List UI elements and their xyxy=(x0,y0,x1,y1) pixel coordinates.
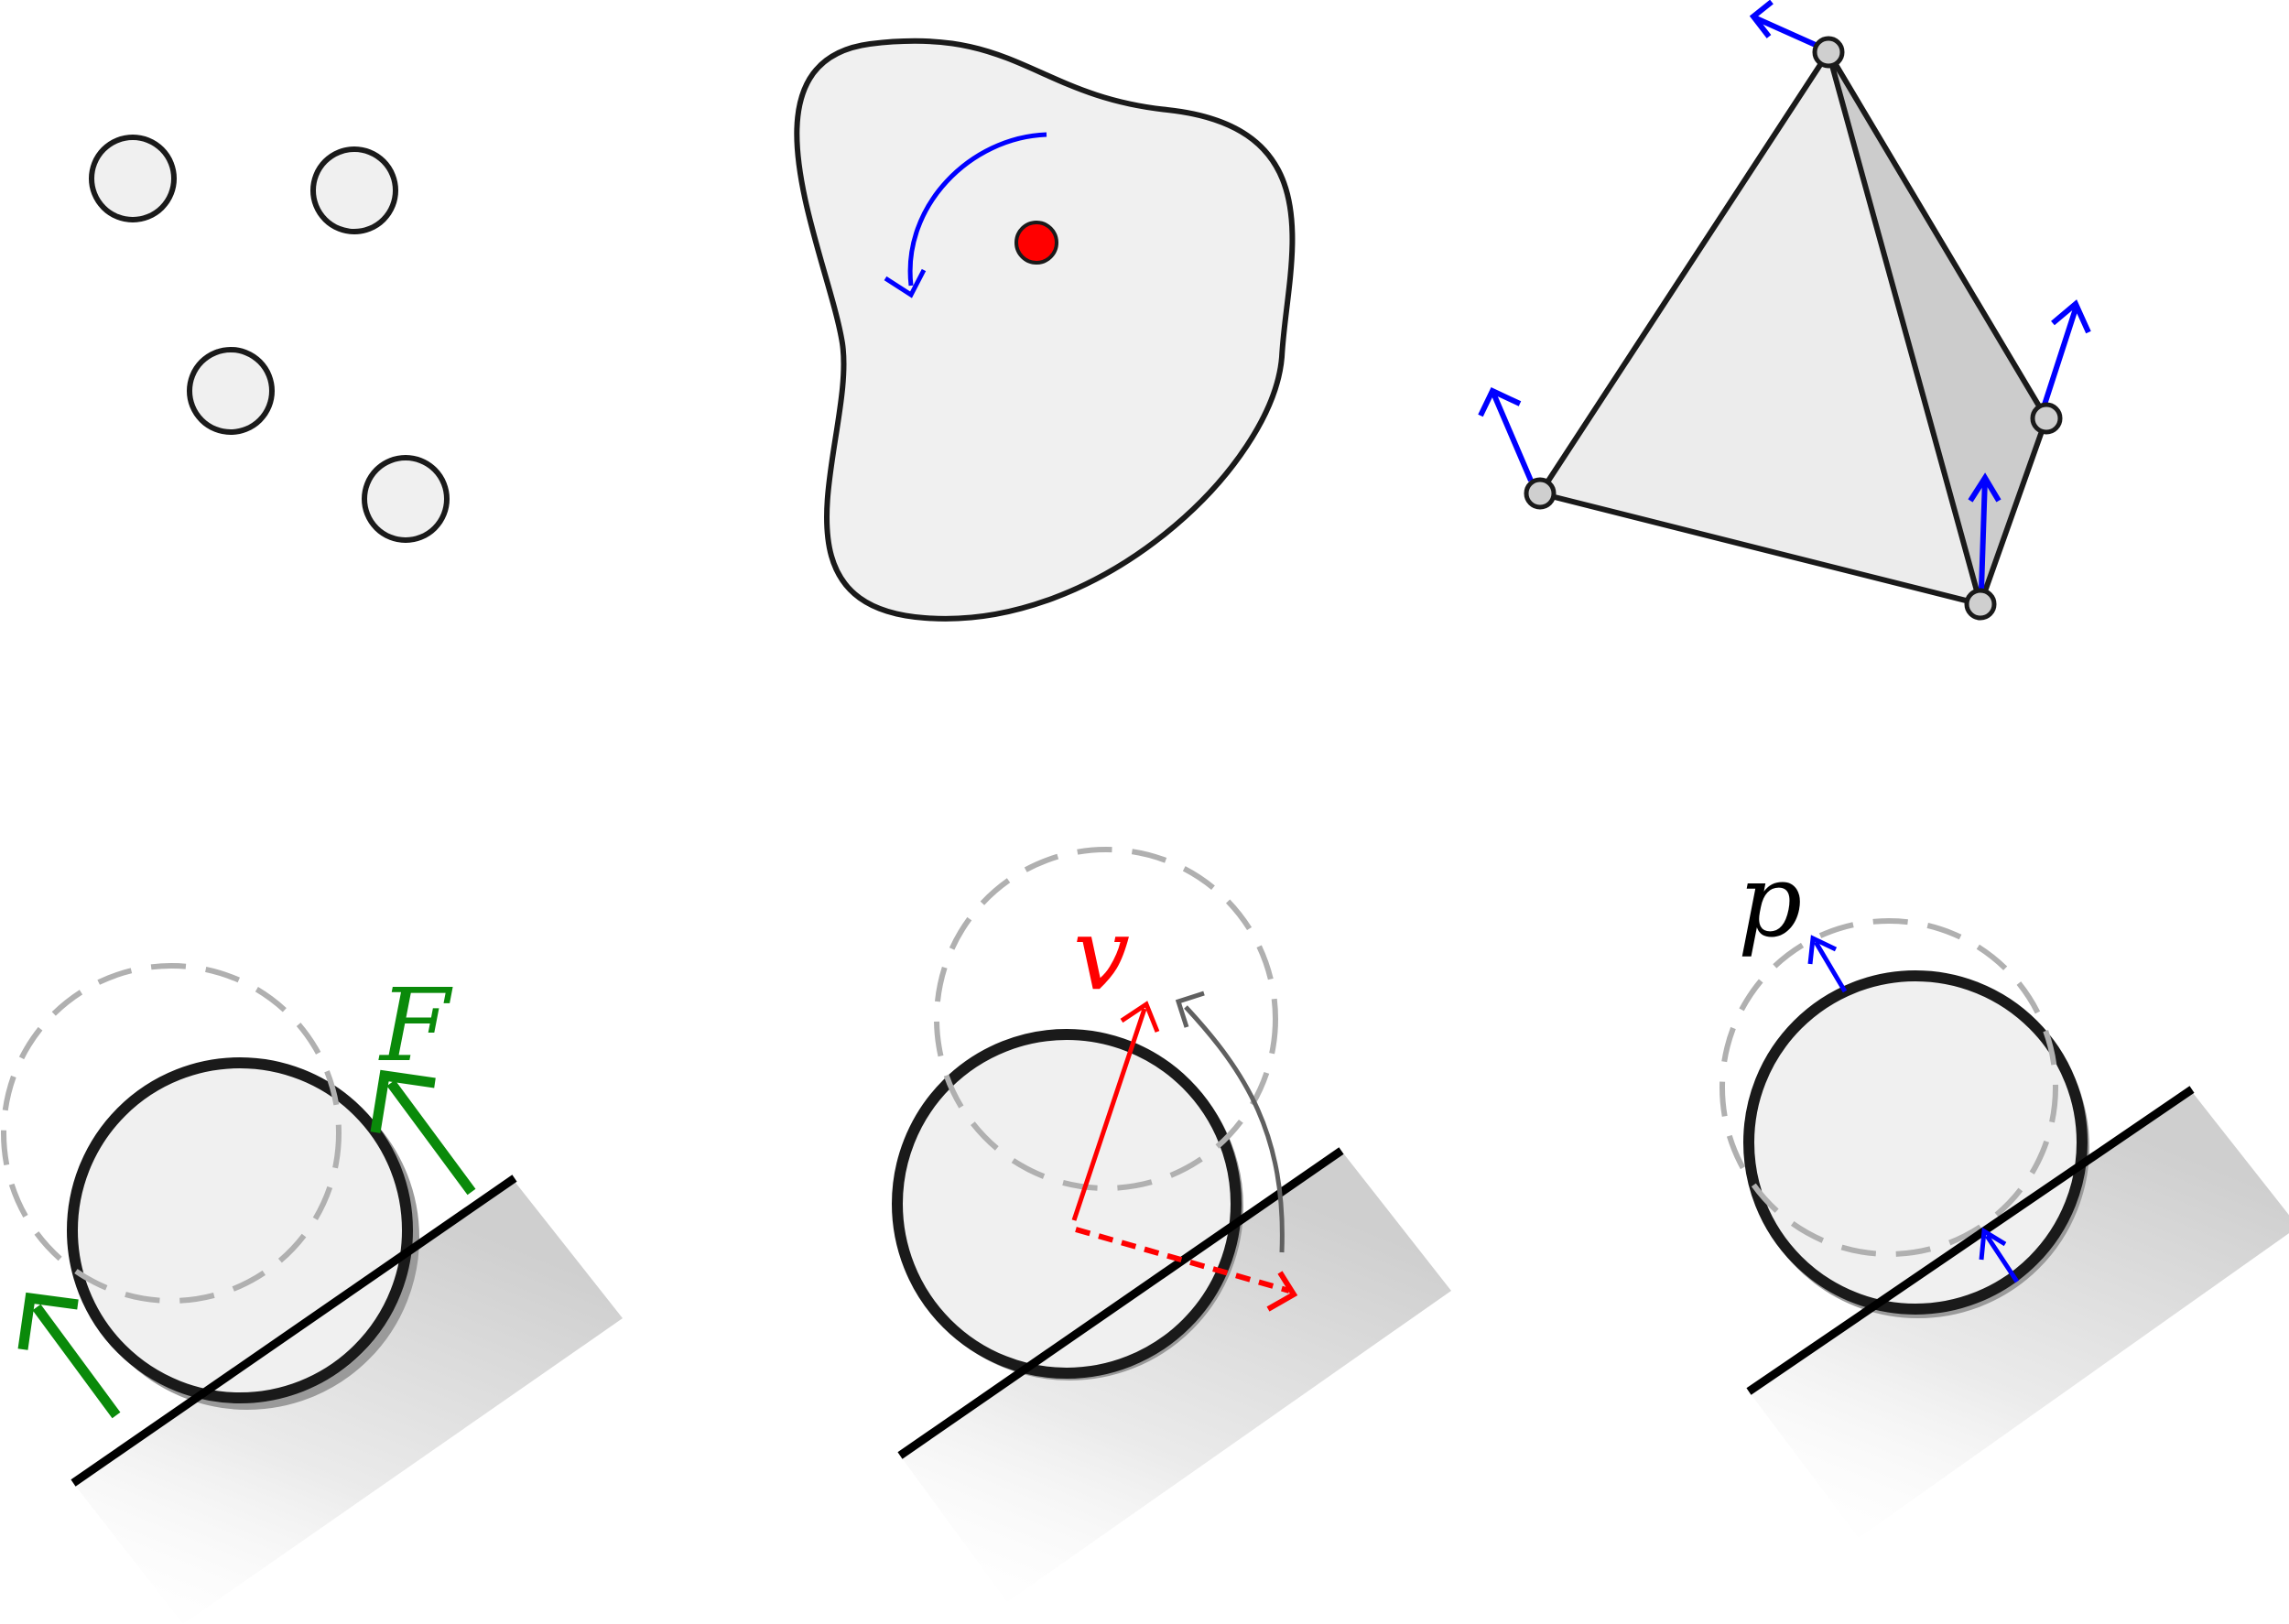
position-projection-panel: p xyxy=(1719,842,2289,1538)
ghost-ball xyxy=(1,963,342,1304)
ghost-ball xyxy=(934,847,1278,1191)
rigid-body-shape xyxy=(794,38,1296,622)
position-correction-arrows xyxy=(1807,935,2020,1283)
tangential-velocity-arrow xyxy=(1075,1227,1290,1294)
particle xyxy=(310,146,398,234)
ground-line xyxy=(1746,1086,2195,1395)
ghost-ball xyxy=(1719,918,2058,1257)
rotation-arrow xyxy=(907,132,1047,287)
force-label: F xyxy=(378,967,453,1084)
tet-vertices xyxy=(1524,36,2063,621)
particle xyxy=(89,135,177,222)
ball xyxy=(1743,970,2088,1315)
force-response-panel: F xyxy=(1,963,623,1624)
ground-shading xyxy=(900,1151,1451,1602)
ball xyxy=(892,1029,1242,1379)
velocity-projection-panel: v xyxy=(892,847,1451,1602)
particles-panel xyxy=(89,135,450,543)
ground-shading xyxy=(1749,1089,2289,1538)
tet-front-face xyxy=(1540,52,1980,604)
tangential-velocity-arrowhead xyxy=(1266,1271,1298,1312)
rotation-arrowhead xyxy=(1175,991,1205,1028)
rigid-body-panel xyxy=(794,38,1296,622)
center-of-mass xyxy=(1014,221,1058,265)
ground-line xyxy=(71,1175,517,1487)
ground-line xyxy=(897,1147,1344,1459)
tet-vertex xyxy=(2030,402,2063,435)
particle xyxy=(362,455,450,543)
ground-shading xyxy=(73,1179,623,1624)
velocity-arrow xyxy=(1071,1008,1147,1221)
tet-edges xyxy=(1537,49,2049,607)
velocity-arrowhead xyxy=(1120,1001,1160,1033)
vertex-correction-arrows xyxy=(1478,0,2091,591)
tet-vertex xyxy=(1964,588,1997,621)
rotation-arrow xyxy=(1184,1005,1285,1253)
tet-vertex xyxy=(1524,477,1557,510)
tet-back-face xyxy=(1828,52,2046,604)
particle xyxy=(187,347,275,435)
force-arrows xyxy=(17,1069,476,1419)
rotation-arrowhead xyxy=(884,268,927,298)
ball xyxy=(67,1057,413,1403)
soft-body-panel xyxy=(1478,0,2091,621)
velocity-label: v xyxy=(1073,895,1130,1012)
tet-vertex xyxy=(1812,36,1845,69)
position-label: p xyxy=(1738,842,1802,959)
